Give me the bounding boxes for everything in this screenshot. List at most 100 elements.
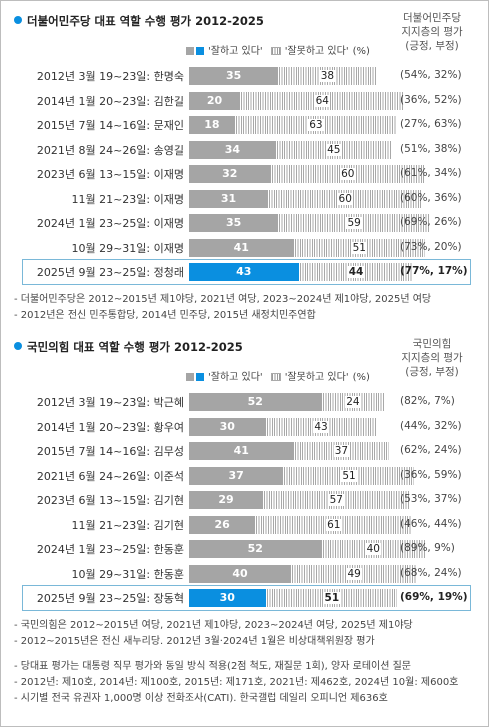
bar-positive: 32 xyxy=(189,165,271,183)
legend-label-negative: '잘못하고 있다' xyxy=(284,372,349,383)
note-line: - 국민의힘은 2012~2015년 여당, 2021년 제1야당, 2023~… xyxy=(14,619,413,631)
bar-negative-label: 40 xyxy=(365,543,381,555)
bar-negative-label: 44 xyxy=(347,266,365,278)
supporter-eval-value: (61%, 34%) xyxy=(400,167,462,179)
bar-positive: 35 xyxy=(189,214,279,232)
bar-negative-label: 51 xyxy=(323,592,341,604)
category-label: 2021년 8월 24~26일: 송영길 xyxy=(36,143,184,157)
highlight-box xyxy=(22,585,471,611)
bar-positive: 18 xyxy=(189,116,235,134)
bar-positive: 52 xyxy=(189,393,322,411)
supporter-eval-value: (54%, 32%) xyxy=(400,69,462,81)
bar-positive: 41 xyxy=(189,442,294,460)
chart-legend: '잘하고 있다' '잘못하고 있다' (%) xyxy=(186,368,370,383)
supporter-eval-value: (27%, 63%) xyxy=(400,118,462,130)
legend-unit: (%) xyxy=(352,46,370,57)
supporter-eval-value: (68%, 24%) xyxy=(400,566,462,579)
chart-notes: - 국민의힘은 2012~2015년 여당, 2021년 제1야당, 2023~… xyxy=(14,618,413,650)
table-row: 2012년 3월 19~23일: 박근혜 52 24 (82%, 7%) xyxy=(0,391,489,413)
bar-negative-label: 51 xyxy=(351,241,367,254)
table-row: 2021년 6월 24~26일: 이준석 37 51 (36%, 59%) xyxy=(0,465,489,487)
bar-positive: 52 xyxy=(189,540,322,558)
bar-positive: 41 xyxy=(189,238,294,257)
chart-notes: - 더불어민주당은 2012~2015년 제1야당, 2021년 여당, 202… xyxy=(14,292,431,324)
table-row: 2024년 1월 23~25일: 이재명 35 59 (69%, 26%) xyxy=(0,212,489,234)
category-label: 2015년 7월 14~16일: 문재인 xyxy=(36,119,184,132)
note-line: - 더불어민주당은 2012~2015년 제1야당, 2021년 여당, 202… xyxy=(14,293,432,305)
category-label: 11월 21~23일: 김기현 xyxy=(71,518,184,532)
supporter-eval-value: (44%, 32%) xyxy=(400,419,462,432)
bar-negative-label: 38 xyxy=(319,70,336,82)
supporter-eval-value: (36%, 59%) xyxy=(400,468,462,481)
legend-label-positive: '잘하고 있다' xyxy=(208,372,263,383)
bar-positive: 20 xyxy=(189,91,240,110)
bar-positive: 30 xyxy=(189,417,266,436)
supporter-eval-header-line: 지지층의 평가 xyxy=(401,352,463,364)
bar-positive: 26 xyxy=(189,515,256,534)
bar-positive: 29 xyxy=(189,491,263,509)
chart-legend: '잘하고 있다' '잘못하고 있다' (%) xyxy=(186,42,370,57)
category-label: 10월 29~31일: 이재명 xyxy=(71,241,184,255)
footnote-line: - 당대표 평가는 대통령 직무 평가와 동일 방식 적용(2점 척도, 재질문… xyxy=(14,661,411,672)
table-row: 2023년 6월 13~15일: 이재명 32 60 (61%, 34%) xyxy=(0,163,489,185)
legend-swatch-positive xyxy=(186,47,194,55)
chart-title: 국민의힘 대표 역할 수행 평가 2012-2025 xyxy=(14,339,243,355)
supporter-eval-header-line: 지지층의 평가 xyxy=(401,26,463,38)
bullet-dot-icon xyxy=(14,342,22,350)
category-label: 2015년 7월 14~16일: 김무성 xyxy=(36,445,184,458)
supporter-eval-header-line: (긍정, 부정) xyxy=(405,40,459,52)
table-row: 2015년 7월 14~16일: 김무성 41 37 (62%, 24%) xyxy=(0,440,489,462)
chart-title-text: 더불어민주당 대표 역할 수행 평가 2012-2025 xyxy=(27,14,264,28)
supporter-eval-value: (69%, 26%) xyxy=(400,216,462,228)
footnote-line: - 2012년: 제10호, 2014년: 제100호, 2015년: 제171… xyxy=(14,677,459,688)
note-line: - 2012~2015년은 전신 새누리당. 2012년 3월·2024년 1월… xyxy=(14,635,375,647)
supporter-eval-header-line: 국민의힘 xyxy=(412,338,452,350)
table-row: 2025년 9월 23~25일: 장동혁 30 51 (69%, 19%) xyxy=(0,587,489,609)
bar-positive: 30 xyxy=(189,589,266,607)
table-row: 10월 29~31일: 한동훈 40 49 (68%, 24%) xyxy=(0,563,489,585)
bar-negative-label: 59 xyxy=(346,217,362,229)
bar-negative-label: 51 xyxy=(341,469,357,482)
supporter-eval-value: (62%, 24%) xyxy=(400,444,462,456)
table-row: 2023년 6월 13~15일: 김기현 29 57 (53%, 37%) xyxy=(0,489,489,511)
table-row: 2021년 8월 24~26일: 송영길 34 45 (51%, 38%) xyxy=(0,139,489,161)
legend-swatch-highlight xyxy=(196,47,204,55)
supporter-eval-value: (36%, 52%) xyxy=(400,93,462,106)
bar-negative-label: 64 xyxy=(314,94,330,107)
bar-positive: 40 xyxy=(189,564,291,583)
supporter-eval-value: (53%, 37%) xyxy=(400,493,462,505)
chart-title: 더불어민주당 대표 역할 수행 평가 2012-2025 xyxy=(14,13,264,29)
table-row: 2014년 1월 20~23일: 황우여 30 43 (44%, 32%) xyxy=(0,416,489,438)
footnotes: - 당대표 평가는 대통령 직무 평가와 동일 방식 적용(2점 척도, 재질문… xyxy=(14,659,458,707)
bar-negative-label: 57 xyxy=(328,494,344,506)
table-row: 2024년 1월 23~25일: 한동훈 52 40 (89%, 9%) xyxy=(0,538,489,560)
legend-unit: (%) xyxy=(352,372,370,383)
supporter-eval-value: (73%, 20%) xyxy=(400,240,462,253)
category-label: 2023년 6월 13~15일: 김기현 xyxy=(36,494,184,507)
category-label: 2012년 3월 19~23일: 박근혜 xyxy=(36,396,184,409)
category-label: 2014년 1월 20~23일: 황우여 xyxy=(36,420,184,434)
table-row: 2015년 7월 14~16일: 문재인 18 63 (27%, 63%) xyxy=(0,114,489,136)
bar-negative-label: 43 xyxy=(313,420,329,433)
table-row: 11월 21~23일: 김기현 26 61 (46%, 44%) xyxy=(0,514,489,536)
category-label: 2025년 9월 23~25일: 장동혁 xyxy=(36,592,184,605)
table-row: 2014년 1월 20~23일: 김한길 20 64 (36%, 52%) xyxy=(0,90,489,112)
table-row: 2012년 3월 19~23일: 한명숙 35 38 (54%, 32%) xyxy=(0,65,489,87)
highlight-box xyxy=(22,259,471,285)
supporter-eval-header-line: (긍정, 부정) xyxy=(405,366,459,378)
legend-swatch-negative xyxy=(270,373,281,381)
category-label: 2014년 1월 20~23일: 김한길 xyxy=(36,94,184,108)
supporter-eval-header-line: 더불어민주당 xyxy=(403,12,461,24)
legend-swatch-highlight xyxy=(196,373,204,381)
table-row: 2025년 9월 23~25일: 정청래 43 44 (77%, 17%) xyxy=(0,261,489,283)
bar-negative-label: 24 xyxy=(345,396,361,408)
category-label: 10월 29~31일: 한동훈 xyxy=(71,567,184,581)
bar-negative-label: 60 xyxy=(340,168,356,180)
bar-positive: 34 xyxy=(189,140,276,159)
category-label: 2023년 6월 13~15일: 이재명 xyxy=(36,168,184,181)
supporter-eval-value: (46%, 44%) xyxy=(400,517,462,530)
supporter-eval-value: (82%, 7%) xyxy=(400,395,455,407)
